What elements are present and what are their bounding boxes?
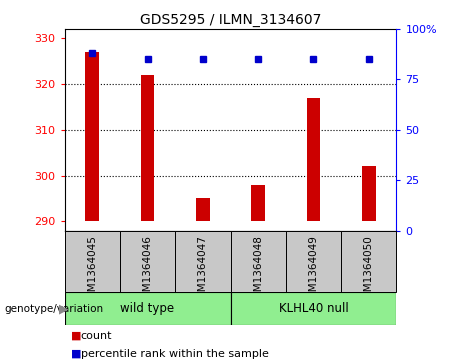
- Text: percentile rank within the sample: percentile rank within the sample: [81, 349, 269, 359]
- Text: wild type: wild type: [120, 302, 175, 315]
- Bar: [251, 185, 265, 221]
- Bar: [85, 52, 99, 221]
- Bar: [141, 75, 154, 221]
- Text: ■: ■: [71, 349, 82, 359]
- Bar: [196, 199, 210, 221]
- Text: GSM1364045: GSM1364045: [87, 236, 97, 305]
- Bar: [230, 292, 396, 325]
- Text: ■: ■: [71, 331, 82, 341]
- Bar: [362, 166, 376, 221]
- Bar: [341, 231, 396, 292]
- Bar: [307, 98, 320, 221]
- Text: ▶: ▶: [59, 303, 68, 316]
- Text: GSM1364049: GSM1364049: [308, 236, 319, 305]
- Title: GDS5295 / ILMN_3134607: GDS5295 / ILMN_3134607: [140, 13, 321, 26]
- Bar: [175, 231, 230, 292]
- Text: genotype/variation: genotype/variation: [5, 304, 104, 314]
- Text: GSM1364046: GSM1364046: [142, 236, 153, 305]
- Text: KLHL40 null: KLHL40 null: [278, 302, 349, 315]
- Bar: [65, 292, 230, 325]
- Text: GSM1364047: GSM1364047: [198, 236, 208, 305]
- Bar: [65, 231, 120, 292]
- Text: GSM1364050: GSM1364050: [364, 236, 374, 305]
- Bar: [120, 231, 175, 292]
- Text: GSM1364048: GSM1364048: [253, 236, 263, 305]
- Bar: [286, 231, 341, 292]
- Bar: [230, 231, 286, 292]
- Text: count: count: [81, 331, 112, 341]
